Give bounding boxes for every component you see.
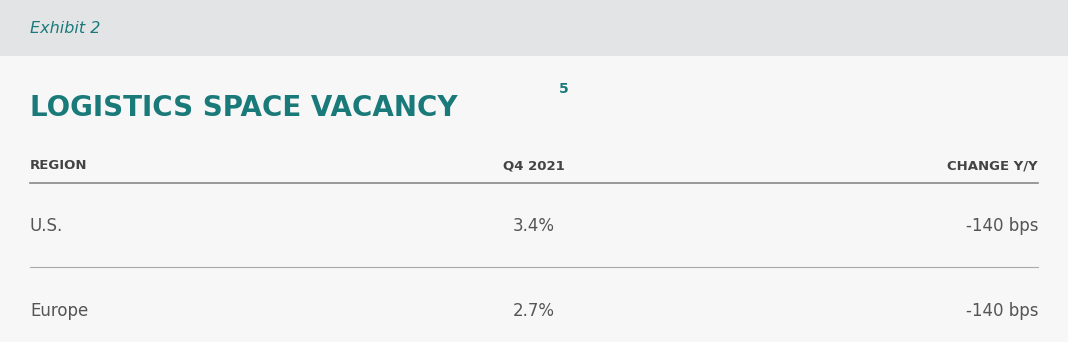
Text: -140 bps: -140 bps xyxy=(965,302,1038,320)
Text: Q4 2021: Q4 2021 xyxy=(503,159,565,172)
Text: 3.4%: 3.4% xyxy=(513,217,555,235)
Text: -140 bps: -140 bps xyxy=(965,217,1038,235)
Text: Exhibit 2: Exhibit 2 xyxy=(30,21,100,36)
Text: LOGISTICS SPACE VACANCY: LOGISTICS SPACE VACANCY xyxy=(30,94,457,122)
Text: 5: 5 xyxy=(559,82,568,96)
Text: CHANGE Y/Y: CHANGE Y/Y xyxy=(947,159,1038,172)
Text: Europe: Europe xyxy=(30,302,89,320)
Text: REGION: REGION xyxy=(30,159,88,172)
Bar xyxy=(0,0,1068,56)
Text: U.S.: U.S. xyxy=(30,217,63,235)
Text: 2.7%: 2.7% xyxy=(513,302,555,320)
